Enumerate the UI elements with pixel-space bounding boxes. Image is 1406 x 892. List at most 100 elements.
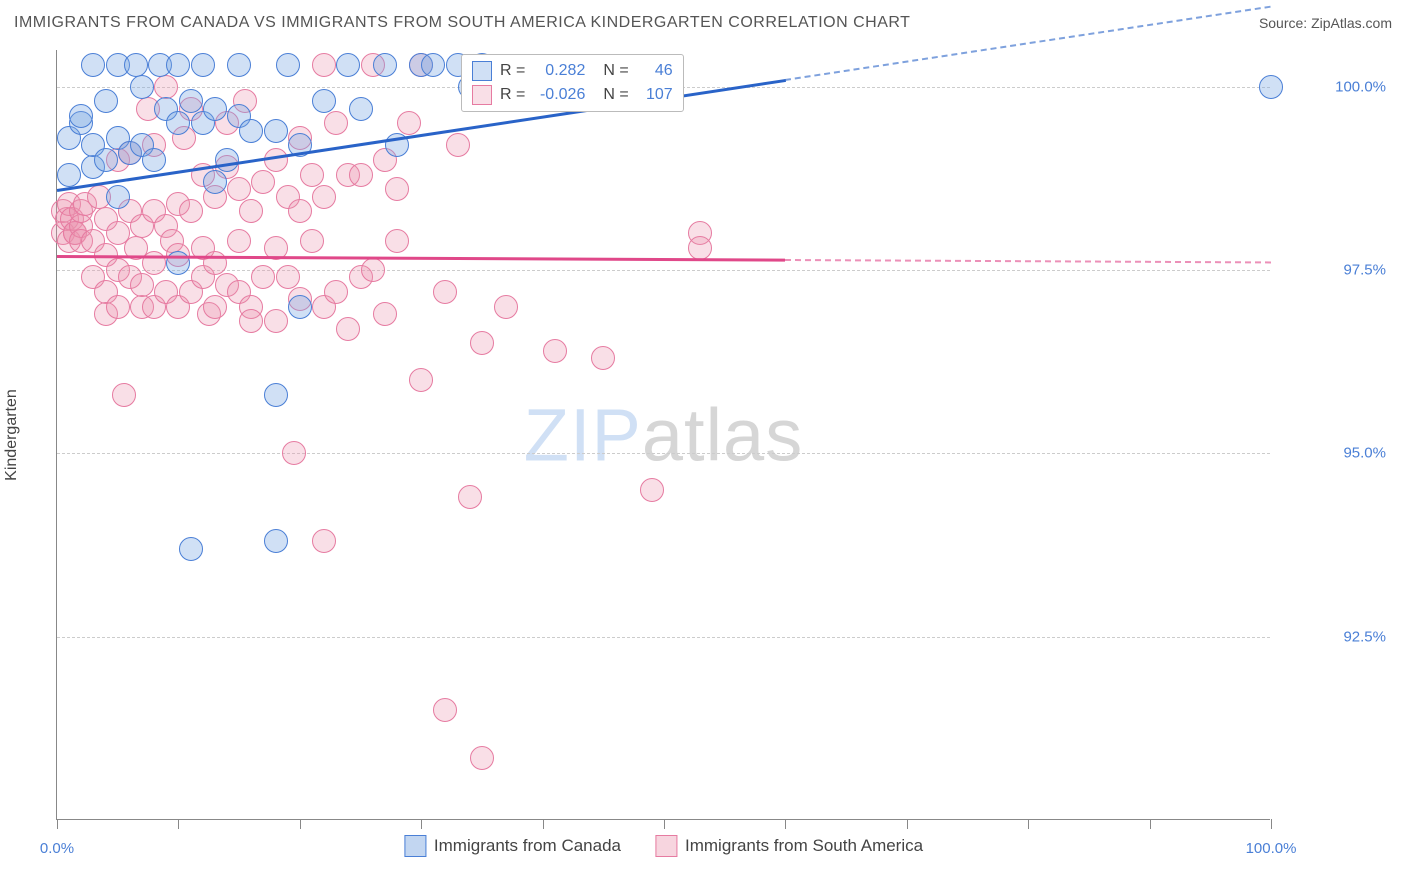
data-point	[385, 177, 409, 201]
series-legend-item: Immigrants from South America	[655, 835, 923, 857]
legend-swatch	[472, 85, 492, 105]
plot-area: ZIPatlas 92.5%95.0%97.5%100.0%0.0%100.0%…	[56, 50, 1270, 820]
data-point	[251, 170, 275, 194]
data-point	[312, 185, 336, 209]
data-point	[227, 177, 251, 201]
data-point	[282, 441, 306, 465]
data-point	[324, 111, 348, 135]
data-point	[264, 148, 288, 172]
legend-swatch	[404, 835, 426, 857]
y-axis-title: Kindergarten	[3, 389, 21, 481]
legend-n-value: 46	[637, 62, 673, 80]
chart-title: IMMIGRANTS FROM CANADA VS IMMIGRANTS FRO…	[14, 14, 910, 32]
data-point	[276, 53, 300, 77]
data-point	[349, 97, 373, 121]
data-point	[69, 104, 93, 128]
legend-swatch	[655, 835, 677, 857]
legend-r-label: R =	[500, 86, 525, 104]
x-tick	[57, 819, 58, 829]
y-tick-label: 92.5%	[1286, 628, 1386, 645]
watermark: ZIPatlas	[524, 392, 803, 477]
x-tick	[1150, 819, 1151, 829]
plot-container: ZIPatlas 92.5%95.0%97.5%100.0%0.0%100.0%…	[56, 50, 1392, 820]
data-point	[57, 163, 81, 187]
data-point	[324, 280, 348, 304]
series-legend: Immigrants from Canada Immigrants from So…	[404, 835, 923, 857]
x-tick	[421, 819, 422, 829]
data-point	[421, 53, 445, 77]
data-point	[130, 273, 154, 297]
source-attribution: Source: ZipAtlas.com	[1259, 15, 1392, 31]
data-point	[142, 251, 166, 275]
data-point	[373, 53, 397, 77]
data-point	[288, 295, 312, 319]
stats-legend: R =0.282N =46R =-0.026N =107	[461, 54, 684, 112]
series-legend-label: Immigrants from Canada	[434, 836, 621, 856]
stats-legend-row: R = 0.282 N = 46	[472, 59, 673, 83]
data-point	[300, 163, 324, 187]
y-tick-label: 95.0%	[1286, 445, 1386, 462]
watermark-zip: ZIP	[524, 393, 642, 476]
data-point	[312, 529, 336, 553]
data-point	[227, 53, 251, 77]
y-tick-label: 97.5%	[1286, 262, 1386, 279]
data-point	[124, 53, 148, 77]
data-point	[203, 97, 227, 121]
data-point	[458, 485, 482, 509]
data-point	[591, 346, 615, 370]
data-point	[640, 478, 664, 502]
data-point	[142, 148, 166, 172]
x-tick	[907, 819, 908, 829]
trend-line-dashed	[785, 259, 1271, 263]
x-tick	[300, 819, 301, 829]
x-tick	[543, 819, 544, 829]
data-point	[179, 89, 203, 113]
data-point	[288, 199, 312, 223]
data-point	[336, 317, 360, 341]
series-legend-item: Immigrants from Canada	[404, 835, 621, 857]
data-point	[409, 368, 433, 392]
legend-r-label: R =	[500, 62, 525, 80]
x-tick-label: 0.0%	[40, 840, 74, 857]
legend-n-label: N =	[603, 62, 628, 80]
x-tick	[785, 819, 786, 829]
gridline	[57, 637, 1270, 638]
data-point	[433, 280, 457, 304]
legend-swatch	[472, 61, 492, 81]
data-point	[203, 251, 227, 275]
data-point	[227, 229, 251, 253]
data-point	[166, 111, 190, 135]
data-point	[106, 295, 130, 319]
data-point	[166, 251, 190, 275]
gridline	[57, 270, 1270, 271]
legend-r-value: 0.282	[533, 62, 585, 80]
data-point	[433, 698, 457, 722]
x-tick	[178, 819, 179, 829]
data-point	[264, 383, 288, 407]
x-tick	[1028, 819, 1029, 829]
data-point	[397, 111, 421, 135]
x-tick	[1271, 819, 1272, 829]
data-point	[470, 331, 494, 355]
data-point	[179, 537, 203, 561]
gridline	[57, 453, 1270, 454]
data-point	[336, 53, 360, 77]
data-point	[688, 236, 712, 260]
data-point	[361, 258, 385, 282]
data-point	[446, 133, 470, 157]
data-point	[215, 148, 239, 172]
data-point	[470, 746, 494, 770]
data-point	[264, 309, 288, 333]
data-point	[494, 295, 518, 319]
data-point	[239, 119, 263, 143]
data-point	[179, 199, 203, 223]
data-point	[166, 53, 190, 77]
stats-legend-row: R =-0.026N =107	[472, 83, 673, 107]
data-point	[300, 229, 324, 253]
data-point	[251, 265, 275, 289]
legend-n-label: N =	[603, 86, 628, 104]
legend-r-value: -0.026	[533, 86, 585, 104]
data-point	[106, 185, 130, 209]
data-point	[94, 89, 118, 113]
title-bar: IMMIGRANTS FROM CANADA VS IMMIGRANTS FRO…	[14, 14, 1392, 32]
